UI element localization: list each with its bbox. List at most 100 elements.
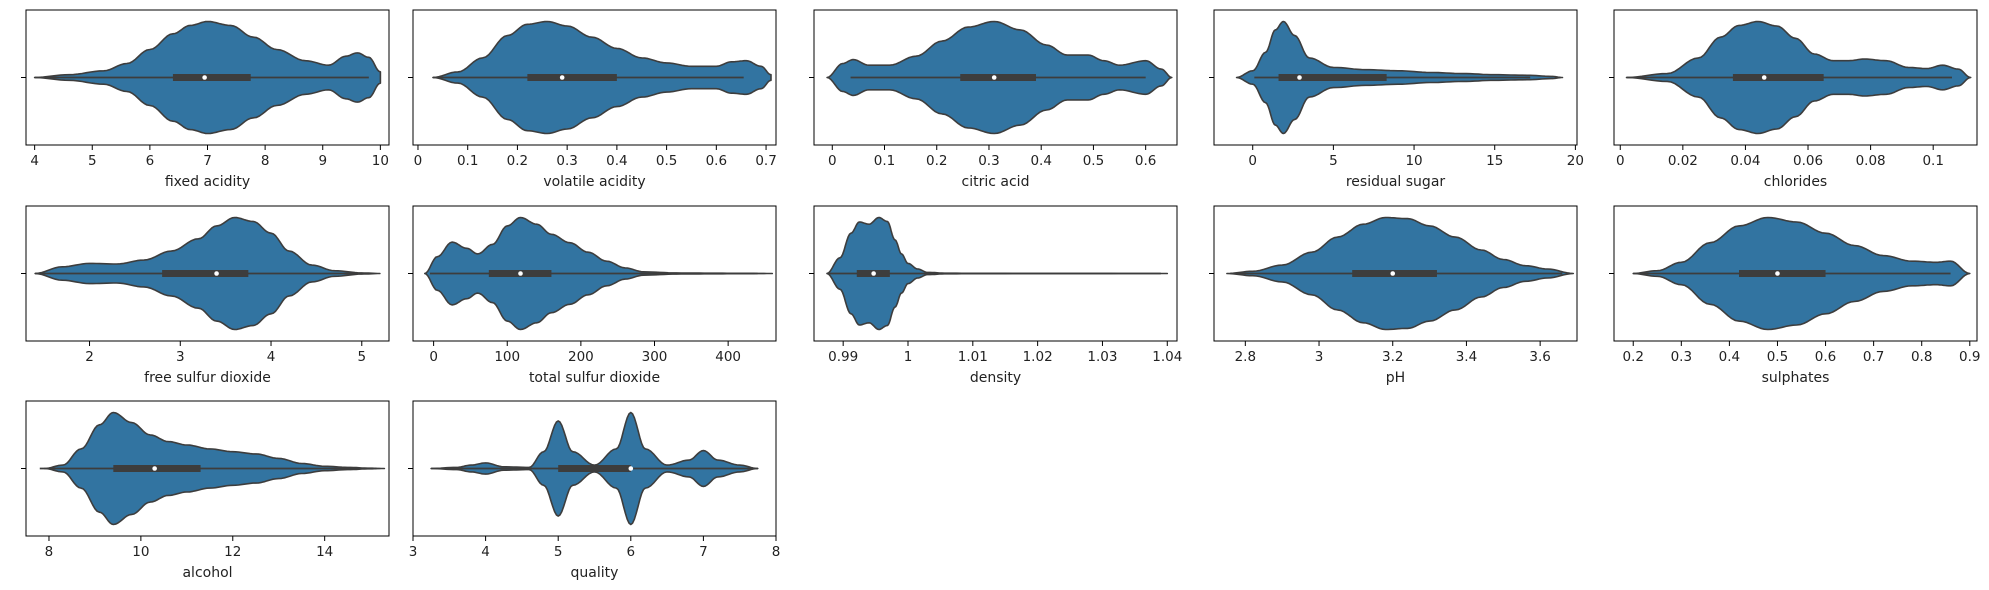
median-dot (559, 75, 565, 80)
x-tick-label: 0.6 (1135, 153, 1156, 169)
median-dot (991, 75, 997, 80)
plot-area (1235, 20, 1564, 135)
x-tick-label: 0.08 (1856, 153, 1886, 169)
x-tick-label: 10 (1405, 153, 1422, 169)
x-tick-label: 100 (494, 349, 520, 365)
x-tick-label: 0.5 (656, 153, 677, 169)
plot-area (39, 411, 386, 526)
plot-area (424, 216, 774, 331)
panel-total-sulfur-dioxide: 0 100 200 300 400 total sulfur dioxide (408, 205, 777, 386)
x-tick-label: 0.7 (755, 153, 776, 169)
x-tick-label: 20 (1567, 153, 1584, 169)
x-axis-label: free sulfur dioxide (144, 370, 271, 386)
x-tick-label: 0.5 (1083, 153, 1104, 169)
x-tick-label: 8 (45, 544, 54, 560)
x-axis-label: residual sugar (1346, 174, 1446, 190)
plot-area (1226, 216, 1575, 331)
x-tick-label: 0.2 (507, 153, 528, 169)
x-tick-label: 14 (316, 544, 333, 560)
x-tick-label: 0.1 (874, 153, 895, 169)
panel-free-sulfur-dioxide: 2 3 4 5 free sulfur dioxide (21, 205, 390, 386)
x-tick-label: 3 (1315, 349, 1324, 365)
median-dot (871, 271, 876, 276)
panel-density: 0.99 1 1.01 1.02 1.03 1.04 density (809, 205, 1182, 386)
x-axis-label: total sulfur dioxide (529, 370, 660, 386)
median-dot (214, 271, 219, 276)
x-tick-label: 15 (1486, 153, 1503, 169)
plot-area (430, 411, 759, 526)
x-tick-label: 300 (642, 349, 668, 365)
panel-quality: 3 4 5 6 7 8 quality (408, 400, 781, 581)
x-tick-label: 5 (357, 349, 366, 365)
plot-area (826, 20, 1173, 135)
x-tick-label: 6 (146, 153, 155, 169)
x-tick-label: 4 (30, 153, 39, 169)
panel-sulphates: 0.2 0.3 0.4 0.5 0.6 0.7 0.8 0.9 sulphates (1609, 205, 1981, 386)
panel-fixed-acidity: 4 5 6 7 8 9 10 fixed acidity (21, 9, 390, 190)
median-dot (518, 271, 523, 276)
x-tick-label: 7 (699, 544, 708, 560)
x-axis-label: pH (1386, 370, 1405, 386)
x-tick-label: 0.7 (1863, 349, 1884, 365)
x-tick-label: 0 (1616, 153, 1625, 169)
x-tick-label: 6 (627, 544, 636, 560)
plot-area (33, 20, 382, 135)
x-tick-label: 4 (267, 349, 276, 365)
x-tick-label: 0.4 (1719, 349, 1740, 365)
iqr-box (162, 270, 249, 277)
median-dot (628, 466, 634, 471)
x-tick-label: 1 (904, 349, 913, 365)
plot-area (1632, 216, 1971, 331)
x-tick-label: 5 (88, 153, 97, 169)
x-tick-label: 3.2 (1382, 349, 1403, 365)
x-axis-label: volatile acidity (543, 174, 645, 190)
x-tick-label: 0.99 (828, 349, 858, 365)
x-tick-label: 8 (772, 544, 781, 560)
x-tick-label: 9 (318, 153, 327, 169)
x-tick-label: 1.02 (1023, 349, 1053, 365)
median-dot (1297, 75, 1302, 80)
x-tick-label: 1.04 (1152, 349, 1182, 365)
iqr-box (527, 74, 617, 81)
x-tick-label: 0.5 (1767, 349, 1788, 365)
x-axis-label: citric acid (962, 174, 1030, 190)
panel-chlorides: 0 0.02 0.04 0.06 0.08 0.1 chlorides (1609, 9, 1978, 190)
iqr-box (1278, 74, 1387, 81)
x-tick-label: 0.6 (706, 153, 727, 169)
x-tick-label: 0.3 (1671, 349, 1692, 365)
x-tick-label: 5 (554, 544, 563, 560)
x-tick-label: 0.6 (1815, 349, 1836, 365)
x-tick-label: 3.4 (1456, 349, 1477, 365)
plot-area (34, 216, 381, 331)
iqr-box (1732, 74, 1824, 81)
panel-volatile-acidity: 0 0.1 0.2 0.3 0.4 0.5 0.6 0.7 volatile acidity (408, 9, 777, 190)
panel-alcohol: 8 10 12 14 alcohol (21, 400, 390, 581)
x-tick-label: 0 (414, 153, 423, 169)
x-tick-label: 0.3 (978, 153, 999, 169)
x-tick-label: 1.01 (958, 349, 988, 365)
x-tick-label: 0.4 (606, 153, 627, 169)
x-tick-label: 3.6 (1529, 349, 1550, 365)
x-tick-label: 0 (828, 153, 837, 169)
x-tick-label: 0.06 (1793, 153, 1823, 169)
x-tick-label: 4 (481, 544, 490, 560)
panel-pH: 2.8 3 3.2 3.4 3.6 pH (1209, 205, 1578, 386)
plot-area (826, 216, 1169, 331)
x-tick-label: 0.3 (556, 153, 577, 169)
x-axis-label: quality (571, 565, 619, 581)
x-tick-label: 0.04 (1730, 153, 1760, 169)
x-tick-label: 200 (568, 349, 594, 365)
x-axis-label: fixed acidity (165, 174, 250, 190)
x-tick-label: 0.1 (457, 153, 478, 169)
x-tick-label: 0.1 (1922, 153, 1943, 169)
x-tick-label: 10 (372, 153, 389, 169)
x-axis-label: chlorides (1764, 174, 1827, 190)
plot-area (1625, 20, 1972, 135)
plot-area (432, 20, 772, 135)
x-tick-label: 12 (224, 544, 241, 560)
x-tick-label: 0 (1248, 153, 1257, 169)
median-dot (202, 75, 207, 80)
x-tick-label: 0.9 (1959, 349, 1980, 365)
x-axis-label: density (970, 370, 1021, 386)
